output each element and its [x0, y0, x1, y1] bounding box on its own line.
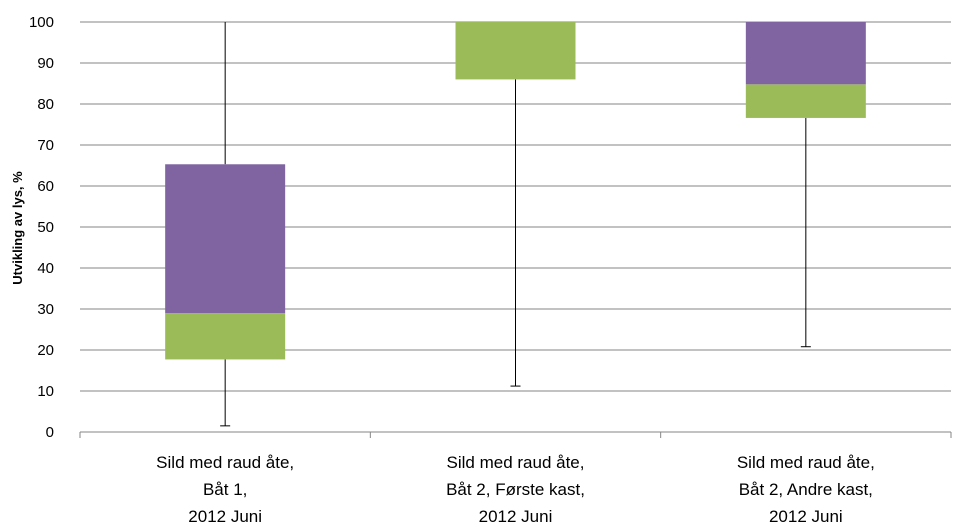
- lower-box-segment: [455, 22, 576, 80]
- y-tick-label: 40: [37, 260, 54, 277]
- x-category-label-line: 2012 Juni: [479, 507, 553, 526]
- upper-box-segment: [745, 22, 866, 85]
- y-tick-label: 90: [37, 55, 54, 72]
- x-category-label-line: 2012 Juni: [769, 507, 843, 526]
- x-category-label-line: Sild med raud åte,: [156, 453, 294, 472]
- x-axis-category-labels: Sild med raud åte, Båt 1, 2012 Juni Sild me…: [156, 453, 875, 526]
- x-category-label-line: Sild med raud åte,: [737, 453, 875, 472]
- y-axis-tick-labels: 0 10 20 30 40 50 60 70 80 90 100: [29, 14, 54, 441]
- lower-box-segment: [745, 84, 866, 118]
- y-tick-label: 0: [46, 424, 54, 441]
- y-tick-label: 50: [37, 219, 54, 236]
- y-axis-label: Utvikling av lys, %: [10, 171, 25, 285]
- box-3: [745, 22, 866, 348]
- x-category-label-line: Båt 2, Andre kast,: [739, 480, 873, 499]
- y-tick-label: 30: [37, 301, 54, 318]
- upper-box-segment: [165, 164, 286, 314]
- box-series: [165, 22, 866, 427]
- box-2: [455, 22, 576, 387]
- lower-box-segment: [165, 313, 286, 360]
- y-tick-label: 80: [37, 96, 54, 113]
- y-tick-label: 70: [37, 137, 54, 154]
- y-tick-label: 60: [37, 178, 54, 195]
- x-category-label-line: Sild med raud åte,: [447, 453, 585, 472]
- x-category-label-line: Båt 2, Første kast,: [446, 480, 585, 499]
- y-tick-label: 100: [29, 14, 54, 31]
- x-category-label-line: 2012 Juni: [188, 507, 262, 526]
- x-axis: [79, 431, 952, 438]
- box-1: [165, 22, 286, 427]
- y-tick-label: 10: [37, 383, 54, 400]
- y-tick-label: 20: [37, 342, 54, 359]
- x-category-label-line: Båt 1,: [203, 480, 247, 499]
